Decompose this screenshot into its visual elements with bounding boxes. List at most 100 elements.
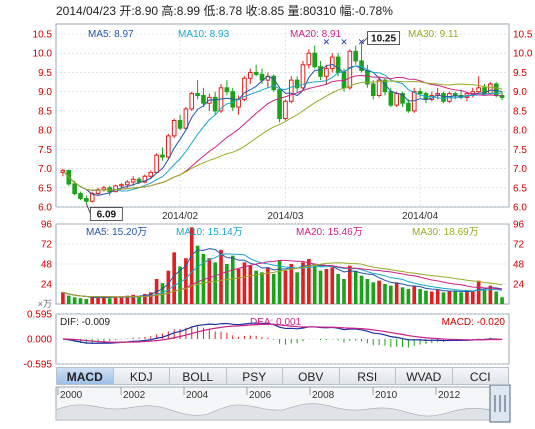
- volume-bar[interactable]: [107, 298, 112, 304]
- tab-boll[interactable]: BOLL: [170, 367, 227, 385]
- volume-bar[interactable]: [476, 280, 481, 304]
- volume-bar[interactable]: [394, 282, 399, 304]
- candle-body[interactable]: [406, 102, 411, 112]
- volume-bar[interactable]: [353, 270, 358, 304]
- candle-body[interactable]: [154, 154, 159, 173]
- volume-bar[interactable]: [441, 292, 446, 304]
- volume-bar[interactable]: [365, 279, 370, 304]
- volume-bar[interactable]: [459, 292, 463, 304]
- volume-bar[interactable]: [178, 266, 182, 305]
- candle-body[interactable]: [253, 71, 259, 75]
- volume-bar[interactable]: [435, 289, 440, 304]
- volume-bar[interactable]: [143, 294, 147, 304]
- volume-bar[interactable]: [424, 290, 428, 304]
- candle-body[interactable]: [359, 60, 364, 72]
- candle-body[interactable]: [84, 198, 89, 202]
- volume-bar[interactable]: [377, 280, 381, 304]
- volume-bar[interactable]: [429, 291, 434, 305]
- volume-bar[interactable]: [113, 297, 118, 304]
- volume-bar[interactable]: [236, 269, 241, 304]
- volume-bar[interactable]: [78, 298, 83, 304]
- candle-body[interactable]: [242, 77, 247, 100]
- candle-body[interactable]: [130, 178, 136, 183]
- tab-kdj[interactable]: KDJ: [113, 367, 170, 385]
- candle-body[interactable]: [166, 135, 171, 158]
- candle-body[interactable]: [388, 91, 394, 106]
- candle-body[interactable]: [271, 75, 277, 91]
- candle-body[interactable]: [400, 93, 405, 104]
- volume-bar[interactable]: [102, 296, 106, 305]
- candle-body[interactable]: [300, 64, 306, 89]
- candle-body[interactable]: [119, 184, 124, 187]
- candle-body[interactable]: [212, 96, 218, 112]
- volume-bar[interactable]: [266, 267, 270, 304]
- volume-bar[interactable]: [72, 297, 77, 304]
- volume-bar[interactable]: [201, 254, 206, 304]
- volume-bar[interactable]: [148, 292, 153, 304]
- volume-bar[interactable]: [312, 265, 317, 304]
- volume-bar[interactable]: [324, 269, 329, 304]
- candle-body[interactable]: [160, 154, 165, 158]
- volume-bar[interactable]: [119, 296, 124, 305]
- volume-bar[interactable]: [219, 249, 223, 304]
- volume-bar[interactable]: [260, 272, 264, 304]
- volume-bar[interactable]: [96, 297, 100, 304]
- tab-cci[interactable]: CCI: [452, 367, 509, 385]
- volume-bar[interactable]: [125, 295, 130, 304]
- volume-bar[interactable]: [470, 291, 475, 305]
- candle-body[interactable]: [318, 66, 323, 77]
- volume-bar[interactable]: [400, 287, 405, 304]
- volume-bar[interactable]: [447, 290, 452, 304]
- volume-bar[interactable]: [494, 291, 499, 305]
- candle-body[interactable]: [294, 79, 300, 89]
- volume-bar[interactable]: [336, 274, 340, 304]
- volume-bar[interactable]: [248, 265, 253, 304]
- volume-bar[interactable]: [418, 289, 422, 304]
- volume-bar[interactable]: [318, 270, 323, 304]
- volume-bar[interactable]: [359, 275, 364, 304]
- volume-bar[interactable]: [500, 297, 504, 304]
- volume-bar[interactable]: [225, 264, 229, 304]
- volume-bar[interactable]: [84, 299, 89, 304]
- candle-body[interactable]: [142, 175, 148, 183]
- candle-body[interactable]: [277, 89, 282, 120]
- volume-bar[interactable]: [412, 285, 417, 304]
- volume-bar[interactable]: [90, 296, 95, 305]
- candle-body[interactable]: [224, 87, 230, 93]
- volume-bar[interactable]: [453, 291, 458, 305]
- candle-body[interactable]: [288, 79, 294, 102]
- candle-body[interactable]: [189, 93, 195, 110]
- tab-macd[interactable]: MACD: [56, 367, 114, 385]
- volume-bar[interactable]: [283, 270, 288, 304]
- volume-bar[interactable]: [482, 289, 487, 304]
- volume-bar[interactable]: [213, 262, 217, 304]
- candle-body[interactable]: [201, 95, 206, 104]
- candle-body[interactable]: [353, 50, 359, 62]
- volume-bar[interactable]: [172, 252, 176, 304]
- candle-body[interactable]: [259, 73, 265, 81]
- candle-body[interactable]: [148, 171, 154, 177]
- candle-body[interactable]: [376, 79, 382, 97]
- volume-bar[interactable]: [383, 284, 387, 304]
- volume-bar[interactable]: [66, 295, 71, 304]
- candle-body[interactable]: [482, 87, 487, 95]
- tab-psy[interactable]: PSY: [226, 367, 283, 385]
- candle-body[interactable]: [125, 181, 130, 186]
- volume-bar[interactable]: [189, 227, 194, 304]
- candle-body[interactable]: [417, 91, 423, 95]
- volume-bar[interactable]: [465, 290, 469, 304]
- volume-bar[interactable]: [242, 262, 247, 304]
- candle-body[interactable]: [441, 93, 446, 102]
- volume-bar[interactable]: [371, 282, 376, 304]
- candle-body[interactable]: [488, 83, 493, 95]
- volume-bar[interactable]: [184, 258, 188, 304]
- volume-bar[interactable]: [195, 245, 200, 304]
- candle-body[interactable]: [312, 52, 318, 68]
- tab-wvad[interactable]: WVAD: [396, 367, 453, 385]
- candle-body[interactable]: [177, 120, 183, 129]
- candle-body[interactable]: [72, 183, 77, 195]
- volume-bar[interactable]: [254, 270, 258, 304]
- volume-bar[interactable]: [389, 285, 393, 304]
- volume-bar[interactable]: [406, 289, 411, 304]
